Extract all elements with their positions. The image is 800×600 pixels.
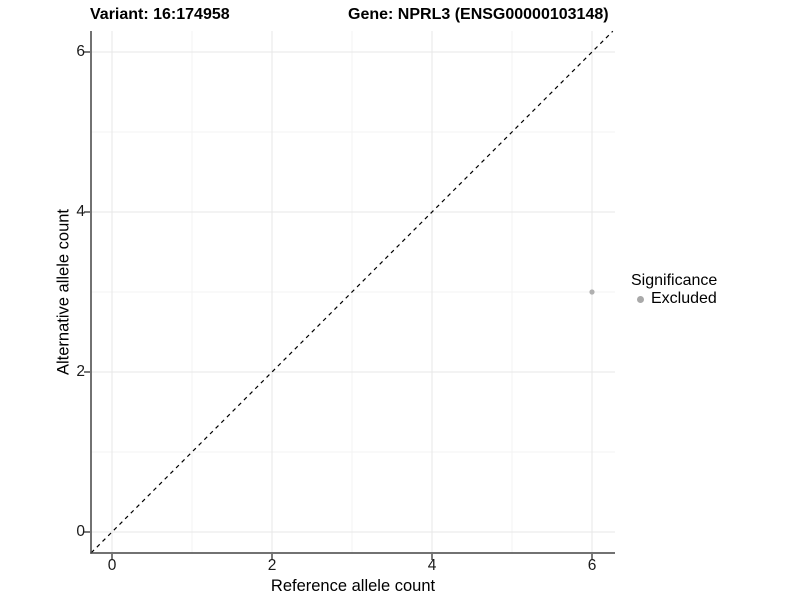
y-tick-label: 6 [76, 43, 85, 60]
y-axis-title: Alternative allele count [54, 208, 73, 376]
y-tick-label: 2 [76, 363, 85, 380]
plot-title-variant: Variant: 16:174958 [90, 6, 230, 23]
legend-entry-label: Excluded [651, 290, 717, 307]
x-tick-label: 0 [107, 557, 117, 574]
x-axis-title: Reference allele count [270, 577, 436, 595]
y-tick-label: 4 [76, 203, 85, 220]
legend-title: Significance [631, 272, 718, 289]
axis-tick-marks [84, 51, 593, 560]
identity-line [90, 30, 614, 554]
grid-minor-lines [91, 31, 615, 553]
x-tick-label: 2 [267, 557, 277, 574]
legend: Significance Excluded [630, 271, 717, 308]
x-tick-label: 4 [427, 557, 437, 574]
plot-title-gene: Gene: NPRL3 (ENSG00000103148) [348, 6, 609, 23]
legend-point-swatch [637, 295, 644, 303]
data-points [589, 289, 595, 295]
x-tick-label: 6 [587, 557, 597, 574]
legend-entry: Excluded [630, 290, 717, 308]
axis-lines [90, 31, 615, 554]
y-tick-label: 0 [76, 523, 85, 540]
